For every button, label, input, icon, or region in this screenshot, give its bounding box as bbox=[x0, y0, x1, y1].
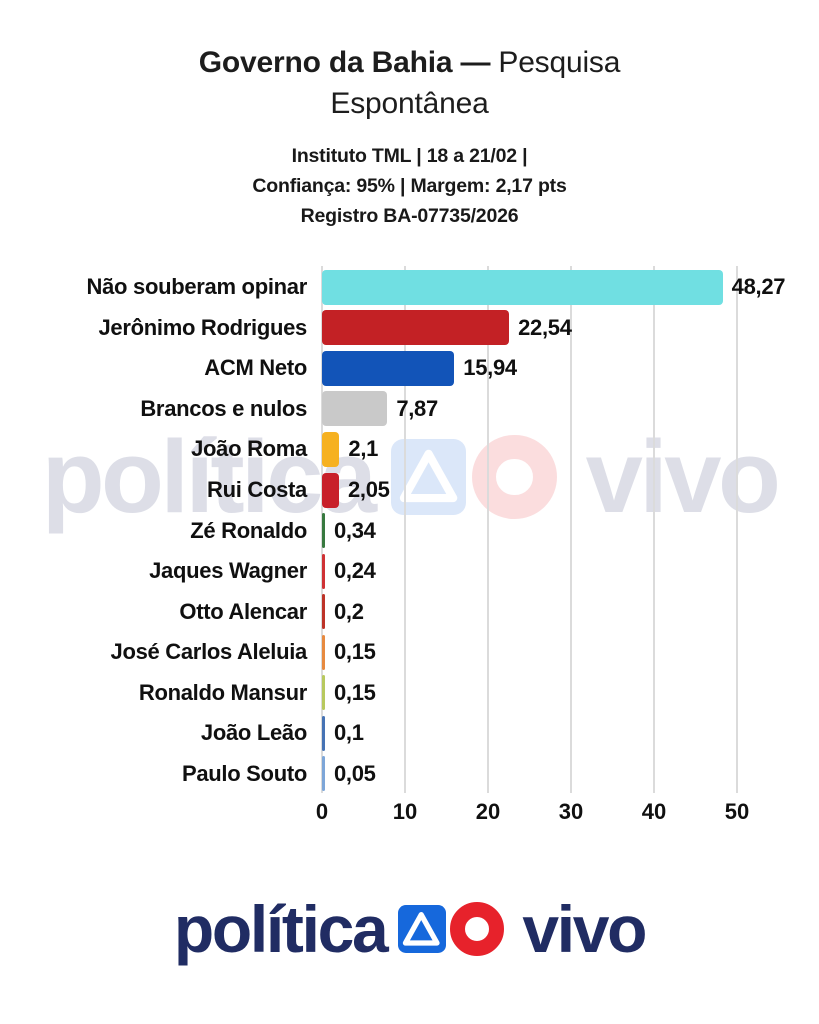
bar-track: 7,87 bbox=[322, 389, 819, 430]
value-label: 2,1 bbox=[348, 436, 379, 462]
bar bbox=[322, 310, 510, 346]
bar-track: 0,15 bbox=[322, 672, 819, 713]
category-label: Brancos e nulos bbox=[140, 395, 307, 421]
bar bbox=[322, 513, 325, 549]
value-label: 48,27 bbox=[731, 274, 786, 300]
gridline bbox=[570, 266, 572, 793]
bar-row: João Leão 0,1 bbox=[0, 713, 819, 754]
category-label: Jerônimo Rodrigues bbox=[98, 314, 307, 340]
category-label: Não souberam opinar bbox=[86, 274, 308, 300]
x-tick-label: 30 bbox=[558, 799, 584, 824]
logo-text-politica: política bbox=[173, 892, 389, 966]
bar-chart: Não souberam opinar 48,27 Jerônimo Rodrigu… bbox=[0, 266, 819, 828]
value-label: 0,34 bbox=[334, 517, 376, 543]
bar-track: 0,15 bbox=[322, 632, 819, 673]
title-regular-part: Pesquisa bbox=[498, 46, 621, 79]
triangle-badge-icon bbox=[397, 905, 446, 954]
x-tick-label: 20 bbox=[475, 799, 501, 824]
bar bbox=[322, 431, 340, 467]
bar-row: Não souberam opinar 48,27 bbox=[0, 267, 819, 308]
bar bbox=[322, 756, 325, 792]
value-label: 2,05 bbox=[348, 477, 390, 502]
bar-row: Zé Ronaldo 0,34 bbox=[0, 510, 819, 551]
bar bbox=[322, 472, 339, 508]
x-tick-label: 10 bbox=[392, 799, 418, 824]
bar-track: 15,94 bbox=[322, 348, 819, 389]
bar-track: 2,05 bbox=[322, 470, 819, 511]
bar-track: 0,24 bbox=[322, 551, 819, 592]
bar-track: 0,34 bbox=[322, 510, 819, 551]
survey-metadata: Instituto TML | 18 a 21/02 | Confiança: … bbox=[0, 141, 819, 231]
value-label: 0,1 bbox=[334, 720, 364, 746]
bar bbox=[322, 269, 723, 305]
category-label: João Leão bbox=[200, 720, 307, 746]
bar bbox=[322, 350, 455, 386]
bar-row: Otto Alencar 0,2 bbox=[0, 591, 819, 632]
bar-track: 2,1 bbox=[322, 429, 819, 470]
bar bbox=[322, 594, 325, 630]
bar-row: Paulo Souto 0,05 bbox=[0, 754, 819, 795]
x-axis: 0 10 20 30 40 50 bbox=[0, 799, 819, 827]
bar-track: 0,1 bbox=[322, 713, 819, 754]
x-tick-label: 50 bbox=[724, 799, 750, 824]
title-bold-part: Governo da Bahia — bbox=[198, 46, 491, 79]
value-label: 7,87 bbox=[396, 395, 438, 421]
bar bbox=[322, 634, 325, 670]
x-tick-label: 40 bbox=[641, 799, 667, 824]
bar-row: Ronaldo Mansur 0,15 bbox=[0, 672, 819, 713]
gridline bbox=[487, 266, 489, 793]
category-label: Ronaldo Mansur bbox=[138, 679, 307, 705]
category-label: José Carlos Aleluia bbox=[110, 639, 308, 665]
survey-institute-dates: Instituto TML | 18 a 21/02 | bbox=[291, 145, 528, 167]
category-label: João Roma bbox=[191, 436, 307, 462]
red-circle-icon bbox=[449, 902, 504, 957]
gridline bbox=[653, 266, 655, 793]
bar-row: João Roma 2,1 bbox=[0, 429, 819, 470]
page-title: Governo da Bahia — Pesquisa Espontânea bbox=[0, 42, 819, 124]
value-label: 22,54 bbox=[518, 314, 572, 340]
category-label: Paulo Souto bbox=[181, 760, 307, 786]
bar-track: 0,05 bbox=[322, 754, 819, 795]
value-label: 0,2 bbox=[334, 598, 364, 624]
logo-text-vivo: vivo bbox=[522, 892, 647, 966]
brand-logo: política vivo bbox=[0, 892, 819, 966]
category-label: ACM Neto bbox=[204, 355, 307, 381]
title-line2: Espontânea bbox=[330, 87, 489, 120]
chart-rows: Não souberam opinar 48,27 Jerônimo Rodrigu… bbox=[0, 267, 819, 794]
survey-registration: Registro BA-07735/2026 bbox=[300, 205, 519, 227]
value-label: 15,94 bbox=[463, 355, 517, 381]
bar bbox=[322, 553, 325, 589]
bar bbox=[322, 391, 388, 427]
bar bbox=[322, 675, 325, 711]
bar-row: Rui Costa 2,05 bbox=[0, 470, 819, 511]
value-label: 0,15 bbox=[334, 679, 376, 705]
bar-track: 0,2 bbox=[322, 591, 819, 632]
bar-row: ACM Neto 15,94 bbox=[0, 348, 819, 389]
bar-row: Jerônimo Rodrigues 22,54 bbox=[0, 308, 819, 349]
value-label: 0,15 bbox=[334, 639, 376, 665]
category-label: Rui Costa bbox=[207, 477, 307, 502]
category-label: Jaques Wagner bbox=[149, 558, 307, 584]
bar bbox=[322, 715, 325, 751]
gridline bbox=[736, 266, 738, 793]
gridline bbox=[404, 266, 406, 793]
category-label: Zé Ronaldo bbox=[190, 517, 307, 543]
bar-row: Brancos e nulos 7,87 bbox=[0, 389, 819, 430]
value-label: 0,24 bbox=[334, 558, 376, 584]
bar-row: José Carlos Aleluia 0,15 bbox=[0, 632, 819, 673]
value-label: 0,05 bbox=[334, 760, 376, 786]
bar-track: 48,27 bbox=[322, 267, 819, 308]
survey-confidence-margin: Confiança: 95% | Margem: 2,17 pts bbox=[252, 175, 567, 197]
x-tick-label: 0 bbox=[315, 799, 329, 824]
bar-row: Jaques Wagner 0,24 bbox=[0, 551, 819, 592]
category-label: Otto Alencar bbox=[179, 598, 307, 624]
bar-track: 22,54 bbox=[322, 308, 819, 349]
